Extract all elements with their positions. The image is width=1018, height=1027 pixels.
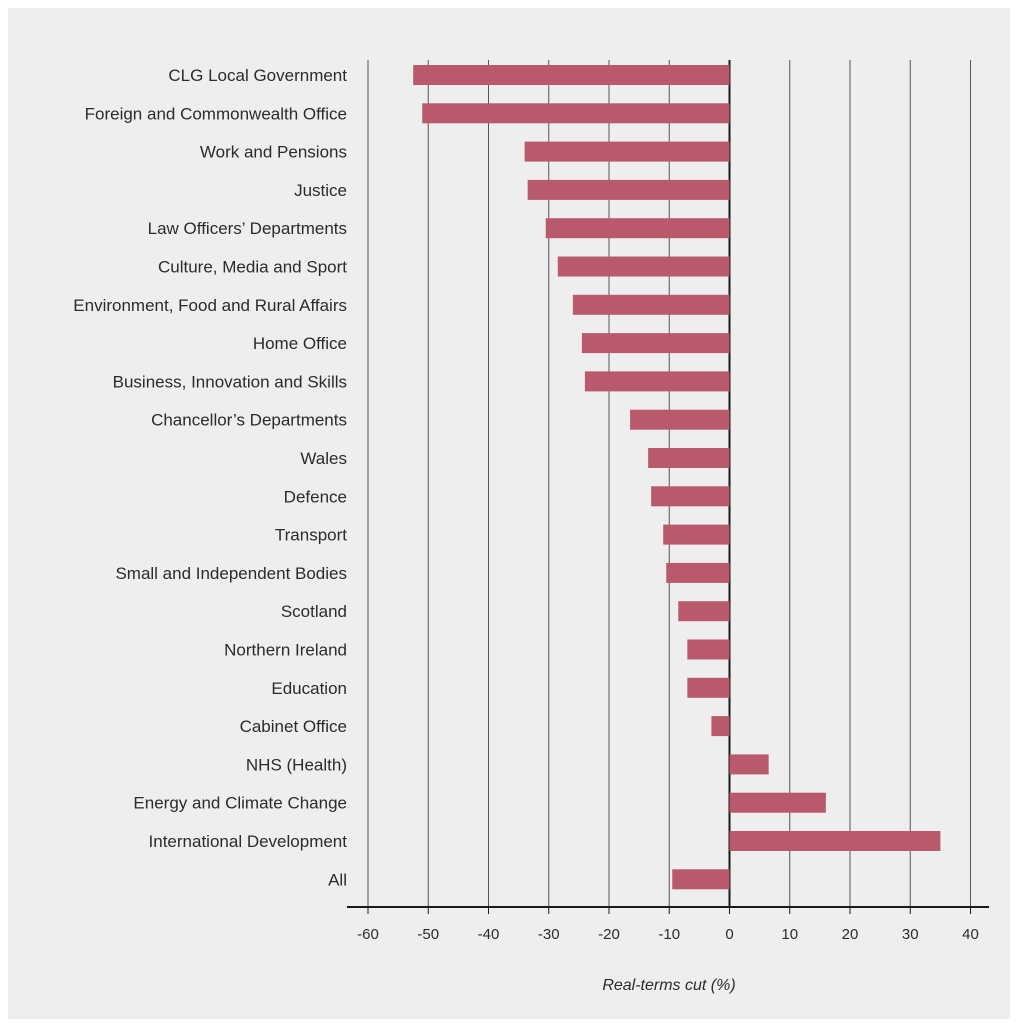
- x-axis: -60 -50 -40 -30 -20 -10 0 10 20 30 40: [347, 906, 989, 943]
- category-label: Work and Pensions: [200, 143, 347, 162]
- bar: [672, 869, 730, 890]
- bar: [663, 524, 730, 545]
- category-label: Cabinet Office: [240, 717, 347, 736]
- category-labels: CLG Local Government Foreign and Commonwe…: [73, 66, 347, 889]
- bar-chart: CLG Local Government Foreign and Commonwe…: [73, 60, 989, 994]
- x-tick-label: -10: [658, 926, 680, 943]
- category-label: Transport: [275, 526, 347, 545]
- gridlines: [367, 60, 971, 907]
- bars: [413, 65, 941, 890]
- category-label: Culture, Media and Sport: [158, 258, 347, 277]
- bar: [557, 256, 730, 277]
- category-label: Environment, Food and Rural Affairs: [73, 296, 347, 315]
- x-tick-label: -60: [357, 926, 379, 943]
- bar: [729, 831, 941, 851]
- bar: [711, 716, 730, 737]
- bar: [572, 294, 730, 315]
- x-tick-label: 10: [781, 926, 798, 943]
- category-label: Small and Independent Bodies: [115, 564, 347, 583]
- x-tick-label: -30: [538, 926, 560, 943]
- x-tick-label: -50: [417, 926, 439, 943]
- x-tick-label: 40: [962, 926, 979, 943]
- bar: [729, 754, 769, 775]
- bar: [524, 141, 730, 162]
- bar: [687, 677, 730, 698]
- x-axis-title: Real-terms cut (%): [602, 977, 735, 994]
- category-label: Defence: [284, 487, 347, 506]
- category-label: NHS (Health): [246, 755, 347, 774]
- bar: [584, 371, 730, 392]
- category-label: All: [328, 870, 347, 889]
- category-label: Foreign and Commonwealth Office: [85, 104, 347, 123]
- category-label: Home Office: [253, 334, 347, 353]
- x-tick-label: -40: [478, 926, 500, 943]
- x-tick-label: -20: [598, 926, 620, 943]
- category-label: Scotland: [281, 602, 347, 621]
- category-label: Education: [271, 679, 347, 698]
- bar: [545, 218, 730, 239]
- chart-panel: CLG Local Government Foreign and Commonwe…: [8, 8, 1010, 1019]
- category-label: CLG Local Government: [168, 66, 347, 85]
- bar: [630, 409, 730, 430]
- x-tick-label: 0: [725, 926, 733, 943]
- bar: [581, 333, 730, 354]
- category-label: Justice: [294, 181, 347, 200]
- bar: [678, 601, 730, 622]
- category-label: Wales: [300, 449, 347, 468]
- x-tick-label: 20: [842, 926, 859, 943]
- category-label: Business, Innovation and Skills: [113, 372, 347, 391]
- category-label: Northern Ireland: [224, 641, 347, 660]
- bar: [651, 486, 730, 507]
- bar: [422, 103, 730, 124]
- category-label: Energy and Climate Change: [133, 794, 347, 813]
- bar: [729, 792, 826, 813]
- x-tick-label: 30: [902, 926, 919, 943]
- category-label: Law Officers’ Departments: [148, 219, 347, 238]
- bar: [527, 179, 730, 200]
- bar: [687, 639, 730, 660]
- bar: [666, 562, 730, 583]
- bar: [648, 448, 730, 468]
- category-label: International Development: [149, 832, 348, 851]
- bar: [413, 65, 730, 85]
- category-label: Chancellor’s Departments: [151, 411, 347, 430]
